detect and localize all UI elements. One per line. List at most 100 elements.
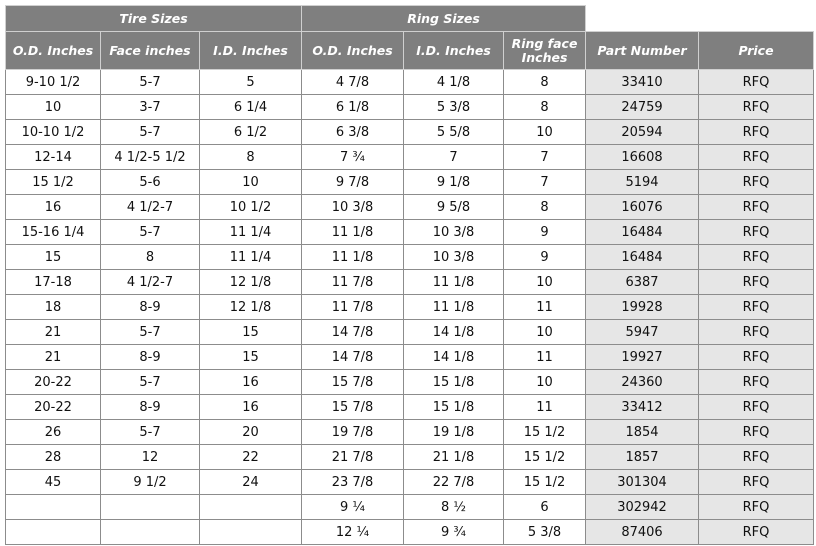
table-cell: RFQ <box>698 169 815 195</box>
table-cell: 6 1/4 <box>198 94 303 120</box>
table-cell: 6 3/8 <box>301 119 405 145</box>
table-row: 26 5-7 20 19 7/8 19 1/8 15 1/2 1854 RFQ <box>5 419 815 445</box>
table-row: 20-22 8-9 16 15 7/8 15 1/8 11 33412 RFQ <box>5 394 815 420</box>
table-cell: 8 <box>198 144 303 170</box>
table-cell: RFQ <box>698 144 815 170</box>
table-cell <box>198 494 303 520</box>
table-cell: 10 <box>503 319 587 345</box>
table-row: 28 12 22 21 7/8 21 1/8 15 1/2 1857 RFQ <box>5 444 815 470</box>
table-cell: 12 <box>100 444 200 470</box>
table-row: 15-16 1/4 5-7 11 1/4 11 1/8 10 3/8 9 16484 RFQ <box>5 219 815 245</box>
table-cell: RFQ <box>698 269 815 295</box>
table-cell: 5947 <box>585 319 700 345</box>
table-cell: 12 ¼ <box>301 519 405 545</box>
table-cell: 16484 <box>585 219 700 245</box>
table-cell: 23 7/8 <box>301 469 405 495</box>
table-cell: RFQ <box>698 469 815 495</box>
table-cell: 7 <box>403 144 505 170</box>
table-cell: 5 5/8 <box>403 119 505 145</box>
table-cell: 15 1/2 <box>503 419 587 445</box>
column-header: O.D. Inches <box>5 31 101 70</box>
table-cell: 24 <box>198 469 303 495</box>
table-cell: RFQ <box>698 419 815 445</box>
table-cell: RFQ <box>698 494 815 520</box>
column-header: Price <box>698 31 815 70</box>
table-cell: 14 7/8 <box>301 344 405 370</box>
table-cell: 15 1/8 <box>403 394 505 420</box>
table-row: 9-10 1/2 5-7 5 4 7/8 4 1/8 8 33410 RFQ <box>5 69 815 95</box>
table-cell: 15 1/8 <box>403 369 505 395</box>
table-row: 17-18 4 1/2-7 12 1/8 11 7/8 11 1/8 10 6387 RFQ <box>5 269 815 295</box>
table-cell <box>5 519 101 545</box>
table-cell: 301304 <box>585 469 700 495</box>
table-cell: 16076 <box>585 194 700 220</box>
table-cell: 11 7/8 <box>301 294 405 320</box>
table-cell: 20 <box>198 419 303 445</box>
table-row: 10 3-7 6 1/4 6 1/8 5 3/8 8 24759 RFQ <box>5 94 815 120</box>
column-header: Part Number <box>585 31 700 70</box>
table-cell: 11 <box>503 394 587 420</box>
column-header: I.D. Inches <box>198 31 303 70</box>
table-cell: 9 <box>503 219 587 245</box>
table-cell: 5194 <box>585 169 700 195</box>
table-row: 21 8-9 15 14 7/8 14 1/8 11 19927 RFQ <box>5 344 815 370</box>
table-cell: 33410 <box>585 69 700 95</box>
table-cell: 16484 <box>585 244 700 270</box>
table-cell: RFQ <box>698 444 815 470</box>
table-row: 21 5-7 15 14 7/8 14 1/8 10 5947 RFQ <box>5 319 815 345</box>
table-cell: RFQ <box>698 219 815 245</box>
table-cell: 4 1/2-5 1/2 <box>100 144 200 170</box>
table-cell: 24360 <box>585 369 700 395</box>
table-cell: RFQ <box>698 244 815 270</box>
table-cell: 7 <box>503 144 587 170</box>
table-row: 12-14 4 1/2-5 1/2 8 7 ¾ 7 7 16608 RFQ <box>5 144 815 170</box>
table-cell: 21 7/8 <box>301 444 405 470</box>
table-cell: 11 1/8 <box>403 294 505 320</box>
table-cell: 12 1/8 <box>198 294 303 320</box>
table-cell <box>100 494 200 520</box>
table-cell: 5 <box>198 69 303 95</box>
table-cell: 5-6 <box>100 169 200 195</box>
table-cell: 20-22 <box>5 369 101 395</box>
table-cell: 8 ½ <box>403 494 505 520</box>
table-cell: 87406 <box>585 519 700 545</box>
table-cell: 8 <box>503 194 587 220</box>
table-cell: 11 1/4 <box>198 244 303 270</box>
table-cell: 15 <box>5 244 101 270</box>
table-cell <box>198 519 303 545</box>
table-row: 10-10 1/2 5-7 6 1/2 6 3/8 5 5/8 10 20594 RFQ <box>5 119 815 145</box>
table-cell: 28 <box>5 444 101 470</box>
table-cell: 9 <box>503 244 587 270</box>
table-cell: 10 <box>198 169 303 195</box>
table-cell: 9 ¾ <box>403 519 505 545</box>
table-cell: RFQ <box>698 394 815 420</box>
table-cell: 14 1/8 <box>403 344 505 370</box>
table-cell: 8-9 <box>100 394 200 420</box>
table-cell: 14 1/8 <box>403 319 505 345</box>
table-cell: RFQ <box>698 369 815 395</box>
table-cell: 9 ¼ <box>301 494 405 520</box>
table-row: 16 4 1/2-7 10 1/2 10 3/8 9 5/8 8 16076 RFQ <box>5 194 815 220</box>
table-row: 45 9 1/2 24 23 7/8 22 7/8 15 1/2 301304 RFQ <box>5 469 815 495</box>
table-cell: 22 7/8 <box>403 469 505 495</box>
table-cell: 11 <box>503 294 587 320</box>
table-cell: 18 <box>5 294 101 320</box>
table-cell: 6 1/2 <box>198 119 303 145</box>
table-cell: 33412 <box>585 394 700 420</box>
table-cell: RFQ <box>698 119 815 145</box>
table-cell: 3-7 <box>100 94 200 120</box>
table-cell: RFQ <box>698 69 815 95</box>
table-cell: 5-7 <box>100 369 200 395</box>
table-cell: 11 1/4 <box>198 219 303 245</box>
table-row: 20-22 5-7 16 15 7/8 15 1/8 10 24360 RFQ <box>5 369 815 395</box>
table-cell: RFQ <box>698 344 815 370</box>
parts-table: Tire Sizes Ring Sizes O.D. Inches Face in… <box>4 5 815 545</box>
table-cell: RFQ <box>698 294 815 320</box>
table-cell: RFQ <box>698 194 815 220</box>
table-cell: 20594 <box>585 119 700 145</box>
table-cell: 9 7/8 <box>301 169 405 195</box>
table-cell: RFQ <box>698 94 815 120</box>
table-cell: 16608 <box>585 144 700 170</box>
